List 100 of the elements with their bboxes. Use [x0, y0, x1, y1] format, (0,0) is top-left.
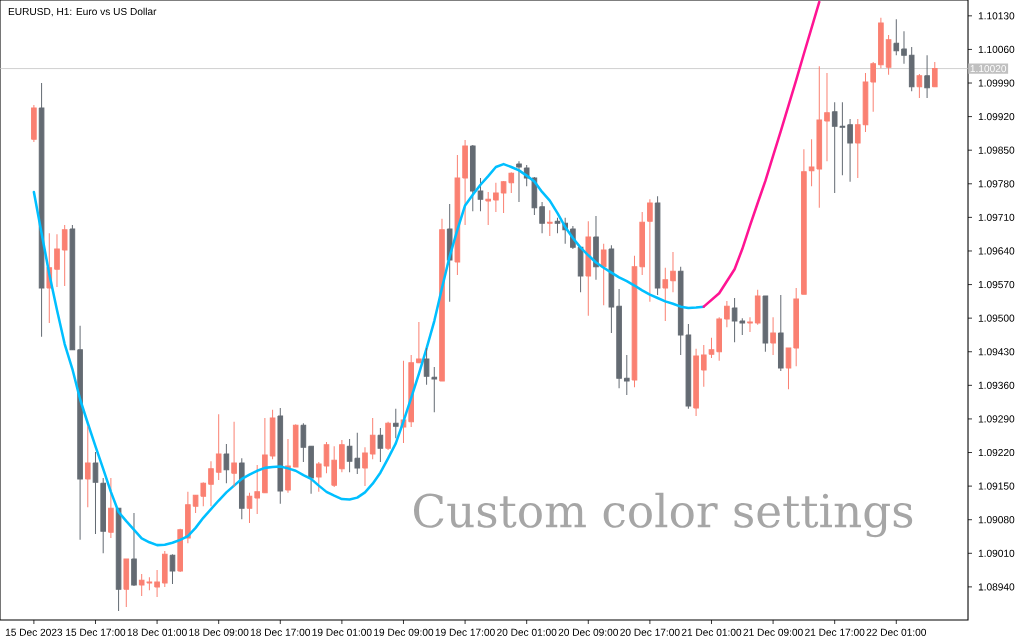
- candlestick: [777, 294, 784, 372]
- candlestick: [793, 287, 799, 367]
- x-tick-label: 19 Dec 17:00: [435, 628, 495, 636]
- candlestick: [169, 553, 176, 585]
- candlestick: [92, 451, 99, 535]
- x-tick-label: 20 Dec 01:00: [497, 628, 557, 636]
- candlestick: [462, 139, 468, 226]
- candlestick: [885, 34, 892, 76]
- candlestick: [608, 244, 615, 334]
- y-tick-label: 1.09080: [978, 516, 1015, 524]
- candlestick: [61, 224, 68, 287]
- candlestick: [208, 460, 214, 507]
- x-tick-label: 15 Dec 17:00: [66, 628, 126, 636]
- candlestick: [262, 417, 268, 494]
- y-tick-label: 1.09430: [978, 348, 1015, 356]
- candlestick: [115, 507, 122, 612]
- candlestick: [123, 558, 130, 608]
- candlestick: [100, 477, 106, 554]
- x-tick-label: 22 Dec 01:00: [866, 628, 927, 636]
- candlestick: [423, 347, 430, 386]
- candlestick: [31, 104, 37, 143]
- candlestick: [269, 409, 276, 460]
- x-tick-label: 19 Dec 01:00: [312, 628, 372, 636]
- text: EURUSD, H1: Euro vs US Dollar: [8, 7, 157, 17]
- candlestick: [600, 243, 607, 306]
- candlestick: [870, 61, 876, 113]
- candlestick: [724, 300, 730, 328]
- y-tick-label: 1.09990: [978, 79, 1015, 87]
- candlestick: [392, 408, 399, 439]
- candlestick: [431, 366, 438, 413]
- candlestick: [223, 443, 230, 484]
- y-tick-label: 1.10130: [978, 12, 1015, 20]
- candlestick: [623, 354, 630, 396]
- candlestick: [916, 73, 923, 99]
- candlestick: [801, 148, 807, 295]
- ref-line-label: 1.10020: [970, 65, 1007, 73]
- candlestick: [554, 217, 561, 234]
- candlestick: [639, 211, 645, 276]
- x-tick-label: 20 Dec 09:00: [558, 628, 619, 636]
- x-tick-label: 18 Dec 01:00: [127, 628, 187, 636]
- candlestick: [847, 118, 853, 183]
- candlestick: [893, 18, 900, 56]
- y-tick-label: 1.09920: [978, 113, 1015, 121]
- candlestick: [439, 218, 445, 382]
- x-tick-label: 20 Dec 17:00: [620, 628, 680, 636]
- candlestick: [277, 407, 284, 505]
- candlestick: [77, 325, 83, 541]
- candlestick: [516, 160, 522, 203]
- candlestick: [54, 233, 60, 288]
- candlestick: [785, 347, 792, 390]
- candlestick: [770, 316, 776, 356]
- candlestick: [161, 550, 168, 588]
- candlestick: [369, 417, 376, 460]
- candlestick: [215, 413, 222, 481]
- x-tick-label: 19 Dec 09:00: [374, 628, 434, 636]
- candlestick: [924, 54, 930, 99]
- candlestick: [315, 461, 322, 493]
- y-tick-label: 1.09500: [978, 314, 1015, 322]
- candlestick: [246, 492, 253, 524]
- candlestick: [754, 289, 761, 326]
- y-tick-label: 1.10060: [978, 45, 1015, 54]
- candlestick: [285, 438, 291, 494]
- x-tick-label: 15 Dec 2023: [5, 628, 63, 636]
- candlestick: [477, 177, 484, 212]
- candlestick: [377, 427, 384, 463]
- candlestick: [616, 288, 622, 389]
- candlestick: [647, 198, 653, 303]
- y-tick-label: 1.09290: [978, 415, 1015, 423]
- candlestick: [254, 464, 260, 515]
- candlestick: [331, 445, 337, 488]
- candlestick: [69, 224, 76, 351]
- candlestick: [38, 82, 45, 338]
- candlestick: [185, 491, 191, 544]
- x-tick-label: 21 Dec 01:00: [681, 628, 742, 636]
- candlestick: [908, 46, 915, 92]
- candlestick: [108, 477, 114, 539]
- candlestick: [469, 144, 476, 212]
- y-tick-label: 1.09010: [978, 549, 1015, 557]
- candlestick: [231, 421, 237, 488]
- candlestick: [747, 316, 753, 333]
- candlestick: [577, 245, 584, 293]
- y-tick-label: 1.09150: [978, 482, 1015, 490]
- candlestick: [716, 316, 722, 362]
- y-tick-label: 1.09570: [978, 280, 1015, 289]
- candlestick: [339, 439, 345, 473]
- candlestick: [416, 321, 422, 364]
- candlestick: [308, 445, 314, 495]
- x-tick-label: 18 Dec 09:00: [189, 628, 249, 636]
- candlestick: [662, 267, 669, 322]
- candlestick: [878, 17, 884, 69]
- candlestick: [585, 220, 592, 317]
- y-tick-label: 1.09710: [978, 213, 1015, 221]
- y-tick-label: 1.09640: [978, 247, 1015, 255]
- candlestick: [300, 422, 307, 463]
- candlestick: [485, 191, 491, 226]
- candlestick: [493, 182, 499, 213]
- candlestick: [708, 337, 715, 359]
- y-tick-label: 1.09360: [978, 381, 1015, 389]
- candlestick: [762, 295, 769, 353]
- candlestick: [546, 209, 553, 237]
